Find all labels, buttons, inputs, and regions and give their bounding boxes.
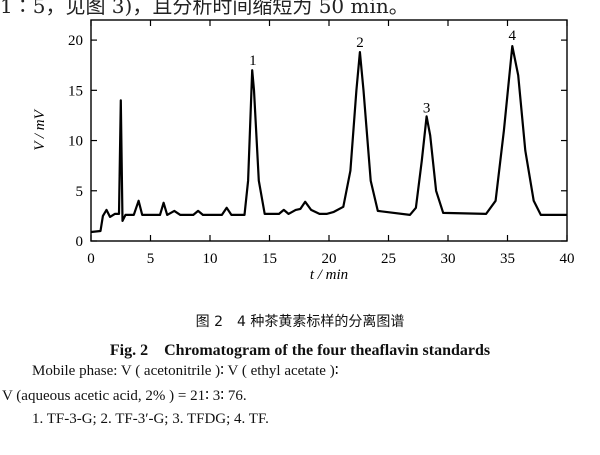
- x-tick-label: 10: [203, 251, 218, 267]
- x-tick-label: 30: [441, 251, 456, 267]
- peak-label: 2: [356, 35, 364, 51]
- chart-ticks: 0 5 10 15 20 25 30 35 40 0 5 10 15 20: [68, 20, 575, 267]
- x-tick-label: 20: [322, 251, 337, 267]
- peak-label: 4: [509, 28, 517, 44]
- mobile-phase-note-line1: Mobile phase: V ( acetonitrile )∶ V ( et…: [32, 363, 339, 379]
- y-tick-label: 0: [76, 234, 84, 250]
- x-tick-label: 0: [87, 251, 95, 267]
- peak-label: 3: [423, 100, 431, 116]
- x-tick-label: 40: [560, 251, 575, 267]
- x-axis-label: t / min: [310, 267, 348, 283]
- x-tick-label: 35: [500, 251, 515, 267]
- figure-caption-cn: 图 2 4 种茶黄素标样的分离图谱: [195, 314, 405, 330]
- top-text-cut: 1∶5，见图 3)，且分析时间缩短为 50 min。: [0, 0, 409, 16]
- peak-legend-note: 1. TF-3-G; 2. TF-3′-G; 3. TFDG; 4. TF.: [32, 411, 269, 427]
- y-axis-label: V / mV: [32, 108, 48, 150]
- mobile-phase-note-line2: V (aqueous acetic acid, 2% ) = 21∶ 3∶ 76…: [2, 388, 247, 404]
- figure-caption-en: Fig. 2 Chromatogram of the four theaflav…: [109, 342, 491, 359]
- x-tick-label: 5: [147, 251, 155, 267]
- y-tick-label: 5: [76, 184, 84, 200]
- chromatogram-chart: 0 5 10 15 20 25 30 35 40 0 5 10 15 20 1 2 3 4 t / min V …: [32, 19, 575, 283]
- y-tick-label: 10: [68, 134, 83, 150]
- peak-label: 1: [249, 53, 257, 69]
- y-tick-label: 20: [68, 33, 83, 49]
- chromatogram-trace: [90, 45, 567, 234]
- x-tick-label: 25: [381, 251, 396, 267]
- peak-labels: 1 2 3 4: [249, 28, 516, 116]
- y-tick-label: 15: [68, 83, 83, 99]
- x-tick-label: 15: [262, 251, 277, 267]
